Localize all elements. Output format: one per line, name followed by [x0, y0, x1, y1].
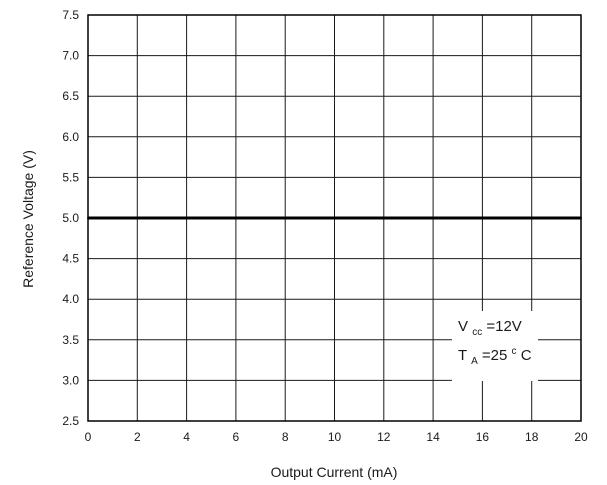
- series-point: [432, 217, 435, 219]
- series-point: [481, 217, 484, 219]
- y-tick-label: 5.5: [62, 170, 79, 184]
- x-tick-label: 16: [476, 430, 490, 444]
- ta-annotation: T A =25 c C: [458, 341, 532, 368]
- y-tick-label: 6.0: [62, 130, 79, 144]
- ta-symbol: T: [458, 347, 467, 364]
- y-tick-label: 3.0: [62, 373, 79, 387]
- ta-subscript: A: [471, 356, 478, 367]
- ta-unit: C: [521, 347, 532, 364]
- x-tick-label: 18: [525, 430, 539, 444]
- ta-equals: =25: [482, 347, 507, 364]
- ta-superscript: c: [512, 346, 517, 357]
- y-tick-label: 6.5: [62, 89, 79, 103]
- tick-labels: 0 2 4 6 8 10 12 14 16 18 20 2.5 3.0 3.5 4.0 4.5 5.0 5.5 6.…: [62, 8, 588, 444]
- y-tick-label: 5.0: [62, 211, 79, 225]
- plot-frame: [87, 14, 582, 422]
- vcc-annotation: V cc =12V: [458, 318, 522, 339]
- vcc-symbol: V: [458, 318, 468, 335]
- series-point: [284, 217, 287, 219]
- y-tick-label: 2.5: [62, 414, 79, 428]
- series-point: [185, 217, 188, 219]
- series-point: [530, 217, 533, 219]
- series-point: [234, 217, 237, 219]
- x-tick-label: 8: [282, 430, 289, 444]
- annotation-background: [452, 311, 538, 381]
- y-tick-label: 7.0: [62, 49, 79, 63]
- x-tick-label: 6: [233, 430, 240, 444]
- x-tick-label: 4: [183, 430, 190, 444]
- series-point: [136, 217, 139, 219]
- vcc-value: =12V: [486, 318, 521, 335]
- plot-border: [87, 14, 582, 422]
- x-tick-label: 14: [426, 430, 440, 444]
- x-axis-label: Output Current (mA): [271, 464, 398, 480]
- y-tick-label: 4.0: [62, 292, 79, 306]
- series-layer: [87, 216, 582, 220]
- x-tick-label: 10: [328, 430, 342, 444]
- conditions-annotation: V cc =12V T A =25 c C: [452, 311, 538, 381]
- series-point: [382, 217, 385, 219]
- x-tick-label: 20: [574, 430, 588, 444]
- y-axis-label: Reference Voltage (V): [20, 150, 36, 288]
- y-tick-label: 7.5: [62, 8, 79, 22]
- y-tick-label: 4.5: [62, 252, 79, 266]
- y-tick-label: 3.5: [62, 333, 79, 347]
- series-point: [333, 217, 336, 219]
- x-tick-label: 12: [377, 430, 391, 444]
- vcc-subscript: cc: [472, 327, 482, 338]
- x-tick-label: 0: [85, 430, 92, 444]
- x-tick-label: 2: [134, 430, 141, 444]
